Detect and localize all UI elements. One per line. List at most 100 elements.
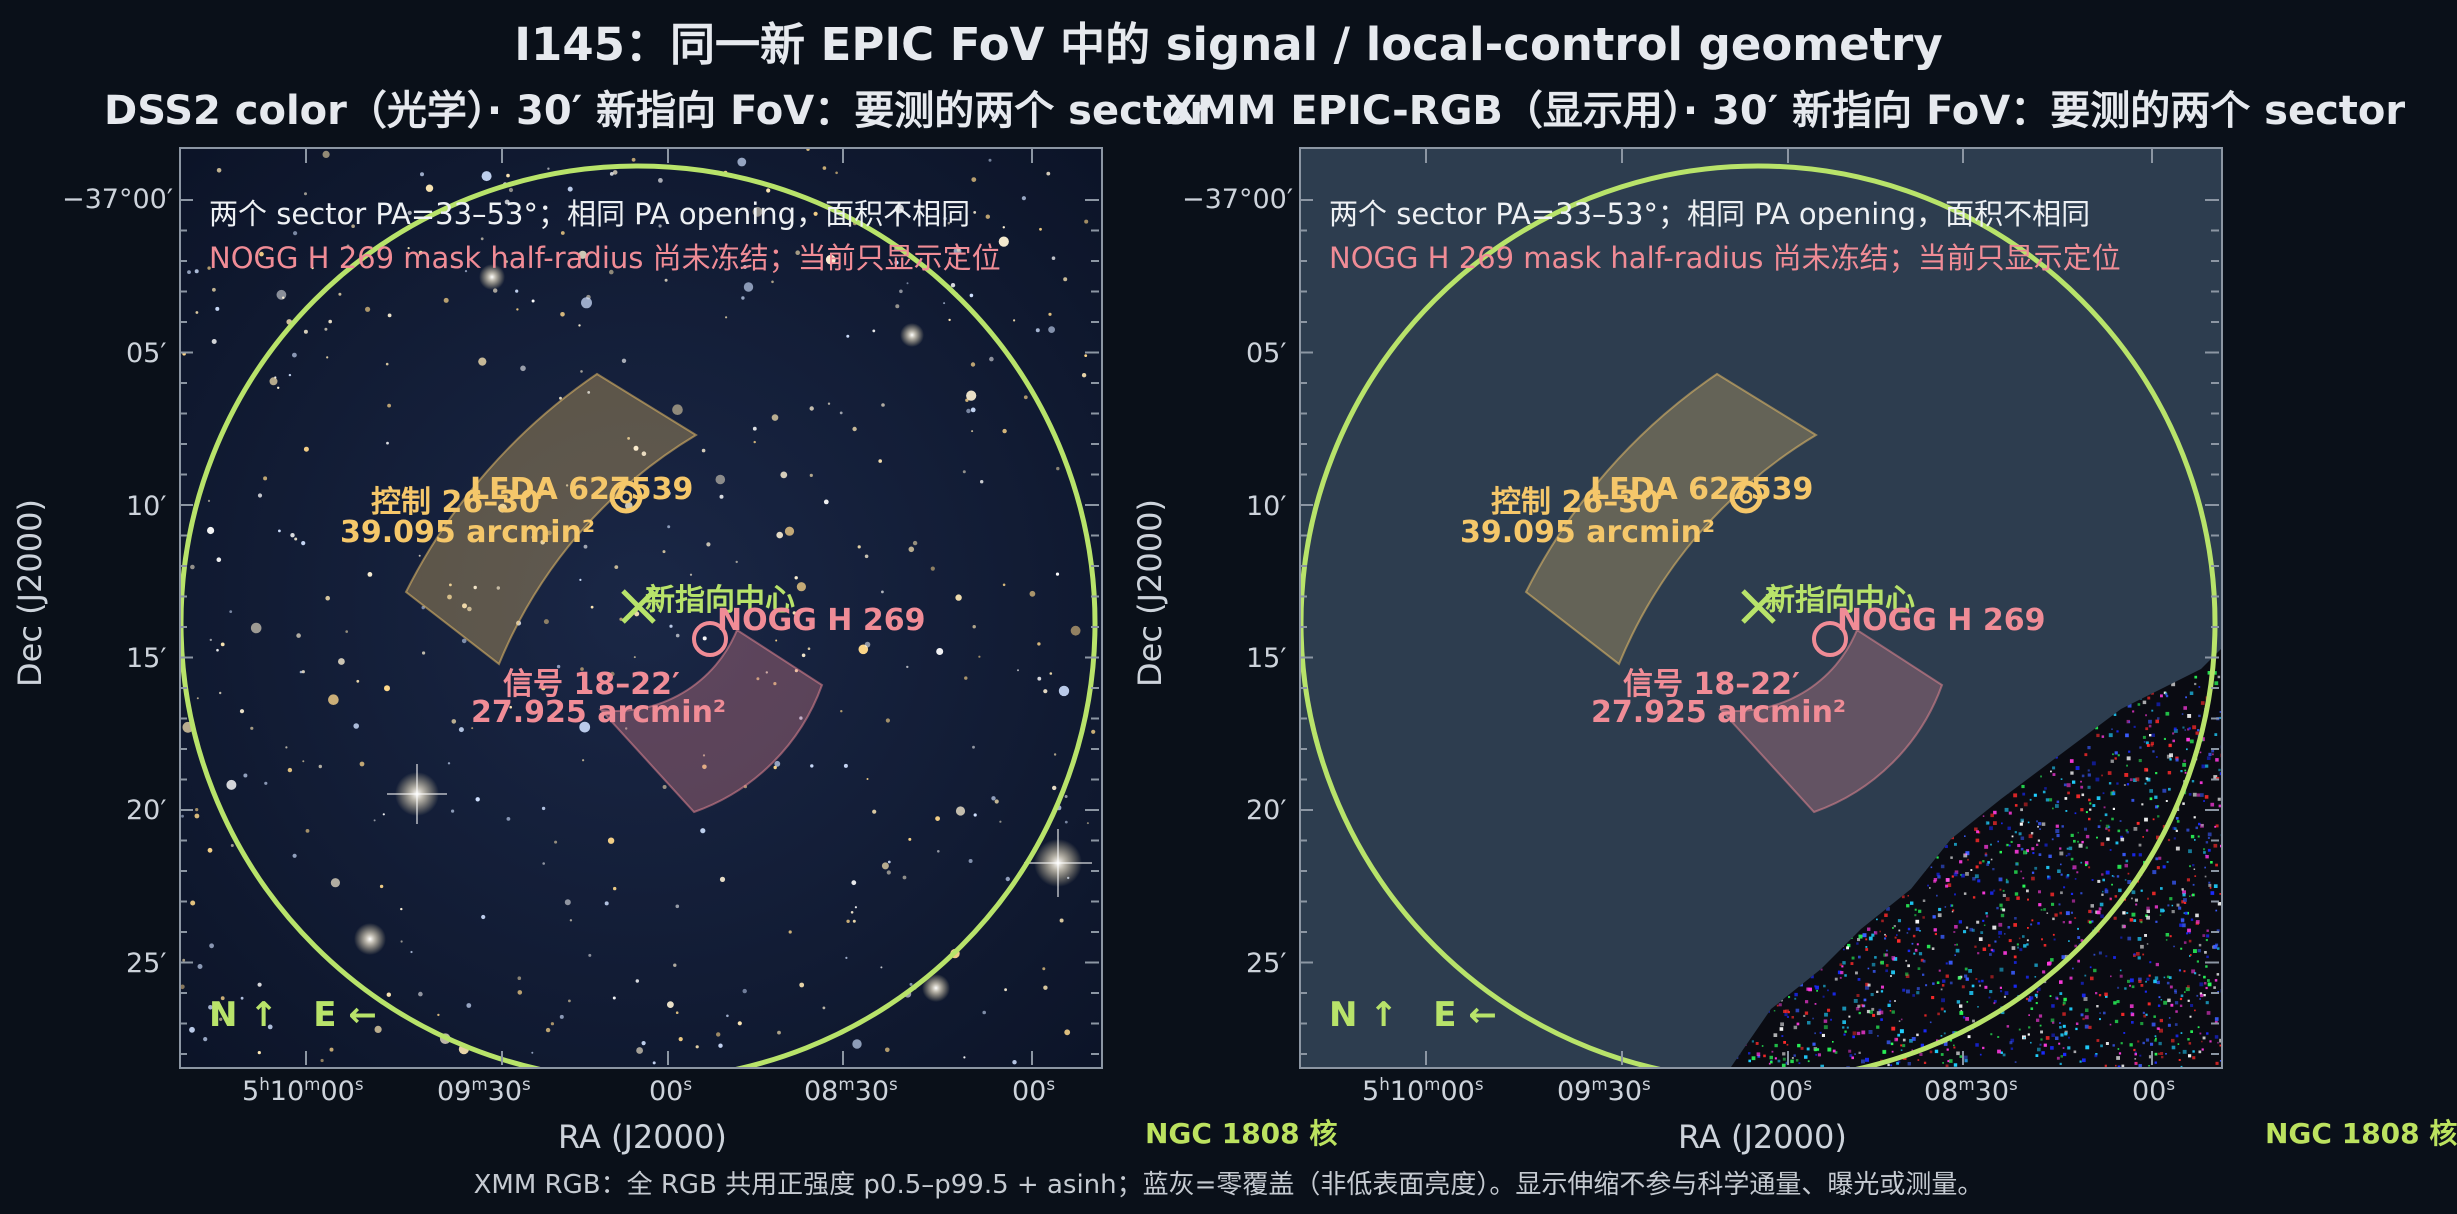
xmm-pixel	[1906, 989, 1910, 994]
xmm-pixel	[2127, 979, 2131, 983]
xmm-pixel	[2187, 985, 2190, 988]
xmm-pixel	[1893, 957, 1898, 961]
signal-sector[interactable]	[1718, 628, 1944, 814]
signal-sector[interactable]	[598, 628, 824, 814]
star	[667, 525, 671, 529]
xmm-pixel	[2135, 903, 2138, 906]
xmm-pixel	[2002, 889, 2005, 892]
xmm-pixel	[1883, 953, 1887, 957]
xmm-pixel	[2213, 775, 2218, 779]
xmm-pixel	[2078, 843, 2083, 848]
xmm-pixel	[2145, 980, 2147, 983]
xmm-pixel	[1948, 960, 1953, 965]
right-panel-xmm-image[interactable]: 两个 sector PA=33–53°；相同 PA opening，面积不相同 …	[1299, 147, 2223, 1069]
xmm-pixel	[1889, 1000, 1892, 1003]
xmm-pixel	[2005, 880, 2009, 884]
nogg-marker[interactable]	[692, 621, 728, 657]
xmm-pixel	[1891, 970, 1895, 975]
star	[852, 1039, 862, 1049]
star	[250, 726, 254, 730]
xmm-pixel	[1757, 1054, 1761, 1058]
xmm-pixel	[1876, 1025, 1880, 1029]
xmm-pixel	[2206, 1032, 2209, 1035]
star	[543, 619, 549, 625]
pointing-center-marker[interactable]	[1741, 589, 1776, 624]
xmm-pixel	[2136, 821, 2140, 825]
xmm-pixel	[2019, 948, 2023, 952]
xmm-pixel	[2195, 731, 2199, 735]
xmm-pixel	[2013, 961, 2017, 964]
leda-marker[interactable]	[609, 480, 643, 514]
xmm-pixel	[2005, 878, 2008, 881]
xmm-pixel	[2181, 923, 2186, 928]
star	[516, 308, 519, 311]
xmm-pixel	[2098, 951, 2102, 955]
xmm-pixel	[1884, 913, 1888, 917]
xmm-pixel	[2062, 1012, 2066, 1016]
xmm-pixel	[2117, 1048, 2120, 1050]
nogg-marker[interactable]	[1812, 621, 1848, 657]
xmm-pixel	[2180, 1065, 2183, 1067]
xmm-pixel	[1821, 1033, 1825, 1037]
star	[843, 763, 848, 768]
pointing-center-marker[interactable]	[621, 589, 656, 624]
xmm-pixel	[2008, 939, 2012, 943]
star	[290, 533, 295, 538]
dec-tick-label: 20′	[1246, 795, 1287, 826]
star	[972, 625, 976, 629]
xmm-pixel	[1756, 1052, 1761, 1056]
xmm-pixel	[2131, 985, 2135, 989]
xmm-pixel	[2037, 839, 2040, 842]
dec-tick-label: 10′	[126, 491, 167, 522]
xmm-pixel	[2208, 883, 2212, 887]
compass-label: N ↑ E ←	[1329, 995, 1497, 1035]
xmm-pixel	[2100, 842, 2105, 846]
xmm-pixel	[1997, 1036, 2000, 1038]
star	[578, 324, 581, 327]
xmm-pixel	[2192, 883, 2195, 886]
star	[985, 214, 990, 219]
xmm-pixel	[1868, 936, 1873, 941]
star	[743, 265, 747, 269]
xmm-pixel	[1849, 1054, 1853, 1058]
xmm-pixel	[1794, 997, 1797, 1000]
xmm-pixel	[2062, 1001, 2066, 1005]
xmm-pixel	[1989, 990, 1993, 994]
xmm-pixel	[1771, 1050, 1774, 1053]
xmm-pixel	[1964, 835, 1966, 837]
xmm-pixel	[2133, 1048, 2136, 1052]
control-sector[interactable]	[404, 372, 698, 666]
xmm-pixel	[2045, 798, 2049, 802]
xmm-pixel	[1958, 920, 1962, 924]
xmm-pixel	[1967, 1035, 1971, 1039]
xmm-pixel	[2158, 996, 2161, 999]
xmm-pixel	[1953, 1044, 1955, 1047]
xmm-pixel	[2081, 840, 2084, 844]
xmm-pixel	[2038, 822, 2042, 826]
xmm-pixel	[2063, 997, 2067, 1002]
xmm-pixel	[1916, 987, 1920, 991]
xmm-pixel	[2167, 904, 2170, 907]
xmm-pixel	[1815, 1054, 1818, 1056]
x-axis-label: RA (J2000)	[1678, 1118, 1847, 1156]
xmm-pixel	[2101, 774, 2103, 777]
star	[700, 828, 706, 834]
star	[1053, 753, 1057, 756]
star	[799, 716, 803, 720]
star	[197, 964, 203, 969]
star	[1084, 354, 1088, 357]
xmm-pixel	[2141, 803, 2144, 806]
xmm-pixel	[1900, 1049, 1903, 1051]
xmm-pixel	[1974, 945, 1977, 948]
xmm-pixel	[2162, 788, 2167, 793]
control-sector[interactable]	[1524, 372, 1818, 666]
xmm-pixel	[2219, 1060, 2221, 1062]
xmm-pixel	[2113, 713, 2117, 716]
left-panel-dss2-image[interactable]: 两个 sector PA=33–53°；相同 PA opening，面积不相同 …	[179, 147, 1103, 1069]
xmm-pixel	[2074, 917, 2077, 919]
sector-note: 两个 sector PA=33–53°；相同 PA opening，面积不相同	[1329, 197, 2091, 231]
leda-marker[interactable]	[1729, 480, 1763, 514]
xmm-pixel	[1807, 1021, 1811, 1025]
xmm-pixel	[2110, 975, 2112, 978]
star	[672, 404, 683, 415]
